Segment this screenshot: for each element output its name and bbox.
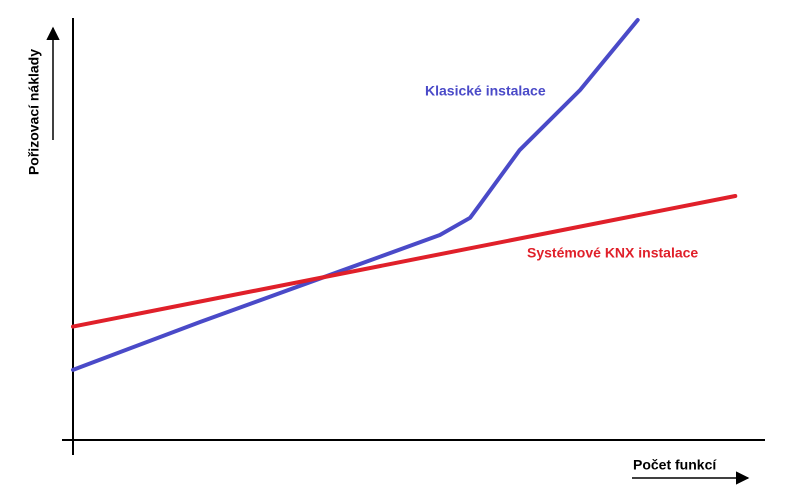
series-label: Systémové KNX instalace (527, 245, 698, 261)
series-label: Klasické instalace (425, 83, 546, 99)
x-axis-label: Počet funkcí (633, 457, 717, 473)
series-line (71, 193, 738, 329)
y-axis-label: Pořizovací náklady (26, 49, 42, 175)
series-line (71, 18, 640, 372)
